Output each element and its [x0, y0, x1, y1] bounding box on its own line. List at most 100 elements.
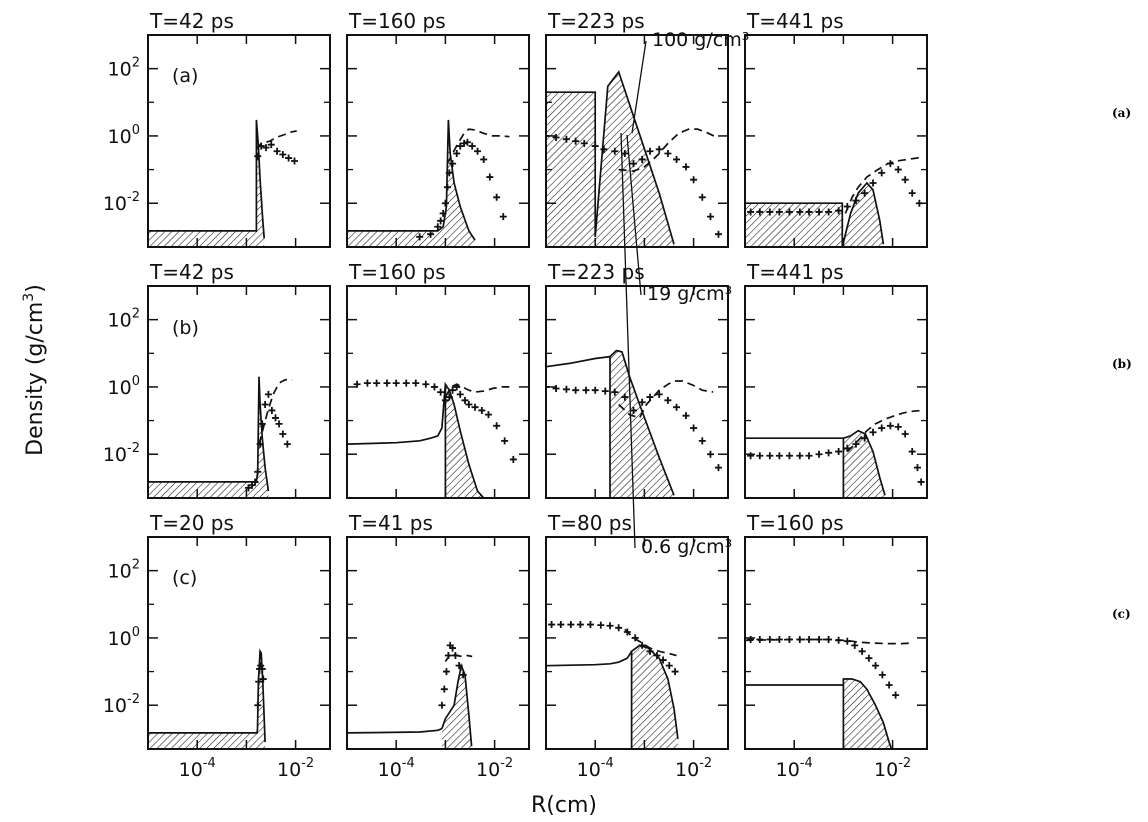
- plus-point: [825, 449, 833, 457]
- shaded-region: [347, 119, 475, 247]
- panel-title: T=42 ps: [149, 9, 234, 33]
- plus-point: [254, 152, 262, 160]
- plus-point: [437, 388, 445, 396]
- panel-b-2: T=160 ps: [346, 260, 530, 499]
- plus-point: [858, 647, 866, 655]
- plus-point: [572, 386, 580, 394]
- density-annotation: 19 g/cm³: [647, 283, 732, 305]
- panel-c-3: T=80 ps 10-4 10-2 0.6 g/cm³: [545, 132, 732, 781]
- plus-point: [271, 414, 279, 422]
- y-tick-label: 10-2: [103, 441, 140, 466]
- shaded-region: [148, 651, 266, 749]
- panel-grid: T=42 ps 102 100 10-2 (a) T=160 ps T=223 ps 100 …: [103, 9, 928, 781]
- plus-point: [815, 635, 823, 643]
- panel-tag: (a): [172, 65, 198, 87]
- plus-point: [601, 387, 609, 395]
- plus-point: [623, 628, 631, 636]
- plus-point: [456, 390, 464, 398]
- plus-point: [785, 452, 793, 460]
- plus-point: [442, 668, 450, 676]
- plus-point: [671, 668, 679, 676]
- plus-point: [438, 701, 446, 709]
- panel-frame: [744, 536, 928, 750]
- plus-point: [915, 199, 923, 207]
- plus-point: [383, 379, 391, 387]
- plus-point: [267, 141, 275, 149]
- plus-point: [805, 452, 813, 460]
- plus-point: [756, 208, 764, 216]
- panel-title: T=41 ps: [348, 511, 433, 535]
- annotation-leader: [631, 40, 647, 134]
- solid-series-line: [148, 376, 270, 492]
- panel-tag: (b): [172, 317, 199, 339]
- plus-point: [690, 424, 698, 432]
- dashed-series-line: [618, 128, 718, 172]
- plus-point: [465, 401, 473, 409]
- plus-point: [611, 147, 619, 155]
- plus-point: [646, 647, 654, 655]
- plus-point: [254, 468, 262, 476]
- plus-point: [471, 403, 479, 411]
- plus-point: [478, 406, 486, 414]
- plus-point: [546, 132, 550, 140]
- plus-point: [655, 390, 663, 398]
- plus-point: [463, 138, 471, 146]
- shaded-region: [148, 376, 269, 498]
- y-tick-label: 102: [108, 56, 140, 81]
- dashed-series-line: [258, 378, 293, 445]
- plus-point: [256, 440, 264, 448]
- panel-title: T=42 ps: [149, 260, 234, 284]
- plus-point: [673, 403, 681, 411]
- solid-series-line: [546, 355, 611, 368]
- shaded-region: [546, 71, 674, 247]
- plus-series: [244, 390, 291, 492]
- dashed-series-line: [446, 128, 510, 165]
- plus-point: [591, 142, 599, 150]
- plus-point: [258, 420, 266, 428]
- plus-point: [443, 183, 451, 191]
- plus-point: [459, 671, 467, 679]
- plus-point: [805, 208, 813, 216]
- solid-series-line: [347, 384, 447, 445]
- shaded-region: [631, 645, 678, 749]
- y-tick-label: 100: [108, 374, 140, 399]
- panel-c-4: T=160 ps 10-4 10-2: [744, 511, 928, 781]
- x-tick-label: 10-4: [577, 756, 614, 781]
- plus-point: [894, 166, 902, 174]
- plus-point: [747, 208, 755, 216]
- plus-point: [509, 455, 517, 463]
- y-tick-label: 102: [108, 558, 140, 583]
- plus-point: [851, 641, 859, 649]
- panel-c-2: T=41 ps 10-4 10-2: [346, 511, 530, 781]
- plus-series: [546, 132, 722, 238]
- plus-point: [445, 169, 453, 177]
- plus-point: [615, 624, 623, 632]
- plus-point: [885, 681, 893, 689]
- plus-series: [546, 383, 722, 472]
- plus-point: [576, 621, 584, 629]
- plus-point: [456, 142, 464, 150]
- plus-point: [264, 390, 272, 398]
- plus-point: [913, 464, 921, 472]
- plus-point: [775, 208, 783, 216]
- x-tick-label: 10-2: [874, 756, 911, 781]
- panel-frame: [346, 285, 530, 499]
- y-axis-label-sup: 3: [21, 293, 37, 302]
- plus-point: [629, 406, 637, 414]
- plus-point: [706, 450, 714, 458]
- plus-point: [706, 213, 714, 221]
- plus-point: [461, 396, 469, 404]
- plus-point: [638, 398, 646, 406]
- plus-series: [438, 641, 467, 709]
- plus-point: [474, 147, 482, 155]
- x-tick-label: 10-2: [675, 756, 712, 781]
- plus-point: [843, 444, 851, 452]
- shaded-region: [745, 183, 884, 247]
- row-tag-b: (b): [1112, 357, 1132, 371]
- solid-series-line: [444, 381, 485, 498]
- plus-point: [872, 662, 880, 670]
- panel-a-3: T=223 ps 100 g/cm³: [545, 9, 749, 248]
- plus-point: [254, 701, 262, 709]
- dashed-series-line: [844, 156, 923, 214]
